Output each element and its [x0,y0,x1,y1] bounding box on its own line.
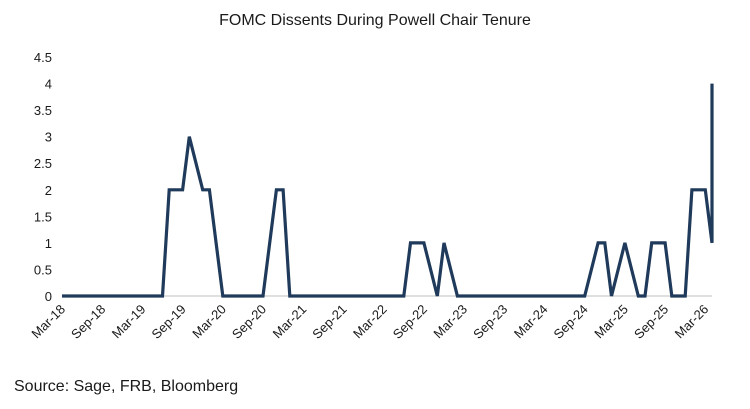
y-tick-label: 1.5 [34,209,52,224]
x-tick-label: Sep-25 [631,302,671,342]
chart-title: FOMC Dissents During Powell Chair Tenure [219,12,531,29]
x-tick-label: Sep-20 [229,302,269,342]
x-tick-label: Sep-18 [68,302,108,342]
y-tick-label: 3 [45,130,52,145]
x-tick-label: Sep-22 [390,302,430,342]
y-tick-label: 0.5 [34,262,52,277]
x-tick-label: Mar-21 [270,302,310,342]
x-tick-label: Mar-18 [28,302,68,342]
y-tick-label: 0 [45,289,52,304]
x-tick-label: Mar-22 [350,302,390,342]
y-tick-label: 3.5 [34,103,52,118]
source-note: Source: Sage, FRB, Bloomberg [14,378,239,395]
y-tick-label: 4.5 [34,50,52,65]
x-tick-label: Mar-25 [591,302,631,342]
x-tick-label: Mar-19 [109,302,149,342]
series-line [62,83,714,298]
x-tick-label: Mar-20 [189,302,229,342]
x-tick-label: Mar-24 [511,302,551,342]
x-tick-label: Sep-23 [470,302,510,342]
x-tick-label: Mar-26 [672,302,712,342]
y-tick-label: 1 [45,236,52,251]
x-tick-label: Mar-23 [430,302,470,342]
y-tick-label: 4 [45,77,52,92]
x-tick-label: Sep-21 [309,302,349,342]
x-tick-label: Sep-19 [148,302,188,342]
y-tick-label: 2 [45,183,52,198]
y-tick-label: 2.5 [34,156,52,171]
x-tick-label: Sep-24 [551,302,591,342]
